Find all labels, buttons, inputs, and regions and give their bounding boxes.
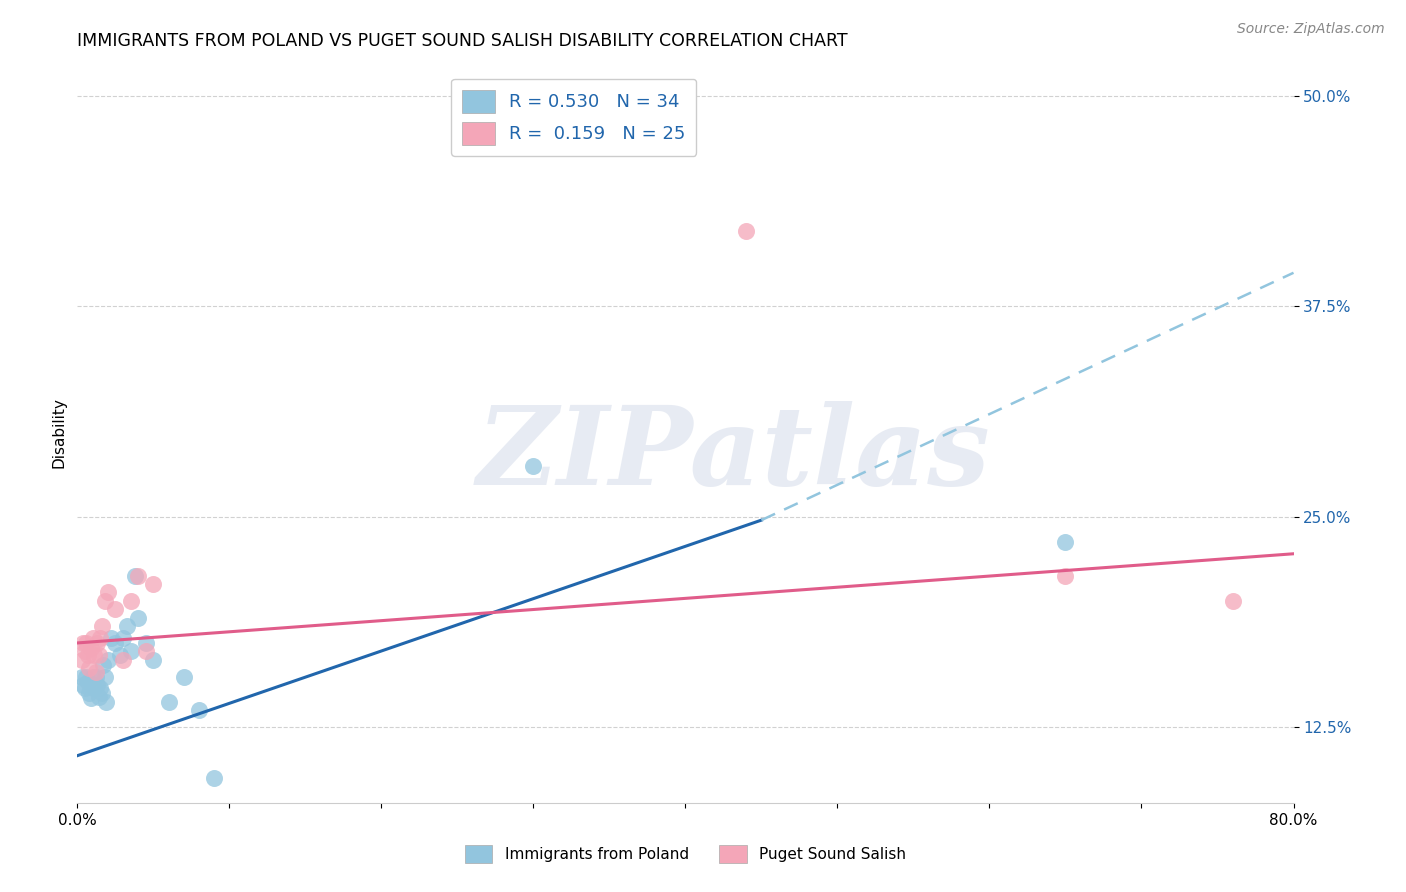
Point <box>522 459 544 474</box>
Point <box>157 695 180 709</box>
Point <box>1054 568 1077 582</box>
Point <box>104 636 127 650</box>
Point <box>86 636 108 650</box>
Point <box>82 631 104 645</box>
Text: Source: ZipAtlas.com: Source: ZipAtlas.com <box>1237 22 1385 37</box>
Point <box>120 594 142 608</box>
Legend: Immigrants from Poland, Puget Sound Salish: Immigrants from Poland, Puget Sound Sali… <box>458 839 912 869</box>
Point <box>79 686 101 700</box>
Point <box>202 771 225 785</box>
Point <box>135 636 157 650</box>
Point <box>72 678 94 692</box>
Point <box>80 640 103 655</box>
Point <box>124 568 146 582</box>
Point <box>173 670 195 684</box>
Point <box>1054 535 1077 549</box>
Point <box>93 594 115 608</box>
Point <box>77 674 100 689</box>
Point <box>127 568 149 582</box>
Point <box>90 619 112 633</box>
Point <box>93 670 115 684</box>
Point <box>1222 594 1244 608</box>
Point <box>108 648 131 662</box>
Point <box>83 648 105 662</box>
Point <box>73 681 96 696</box>
Point <box>80 691 103 706</box>
Point <box>142 577 165 591</box>
Point <box>142 653 165 667</box>
Point <box>120 644 142 658</box>
Point <box>111 631 134 645</box>
Text: IMMIGRANTS FROM POLAND VS PUGET SOUND SALISH DISABILITY CORRELATION CHART: IMMIGRANTS FROM POLAND VS PUGET SOUND SA… <box>77 32 848 50</box>
Point <box>77 648 100 662</box>
Point <box>188 703 211 717</box>
Point <box>97 585 120 599</box>
Point <box>86 678 108 692</box>
Point <box>91 657 114 672</box>
Point <box>735 224 758 238</box>
Point <box>97 653 120 667</box>
Point <box>70 670 93 684</box>
Point <box>89 631 111 645</box>
Point <box>84 670 107 684</box>
Point <box>90 686 112 700</box>
Text: ZIPatlas: ZIPatlas <box>477 401 991 508</box>
Point <box>73 644 96 658</box>
Point <box>75 636 97 650</box>
Point <box>89 681 111 696</box>
Point <box>111 653 134 667</box>
Point <box>79 661 101 675</box>
Point <box>72 636 94 650</box>
Point <box>117 619 139 633</box>
Point <box>96 695 118 709</box>
Point <box>127 611 149 625</box>
Point <box>87 648 110 662</box>
Point <box>75 670 97 684</box>
Y-axis label: Disability: Disability <box>51 397 66 468</box>
Point <box>70 653 93 667</box>
Point <box>84 665 107 679</box>
Point <box>100 631 122 645</box>
Point <box>104 602 127 616</box>
Point <box>83 681 105 696</box>
Point <box>135 644 157 658</box>
Point <box>87 690 110 704</box>
Point <box>82 670 104 684</box>
